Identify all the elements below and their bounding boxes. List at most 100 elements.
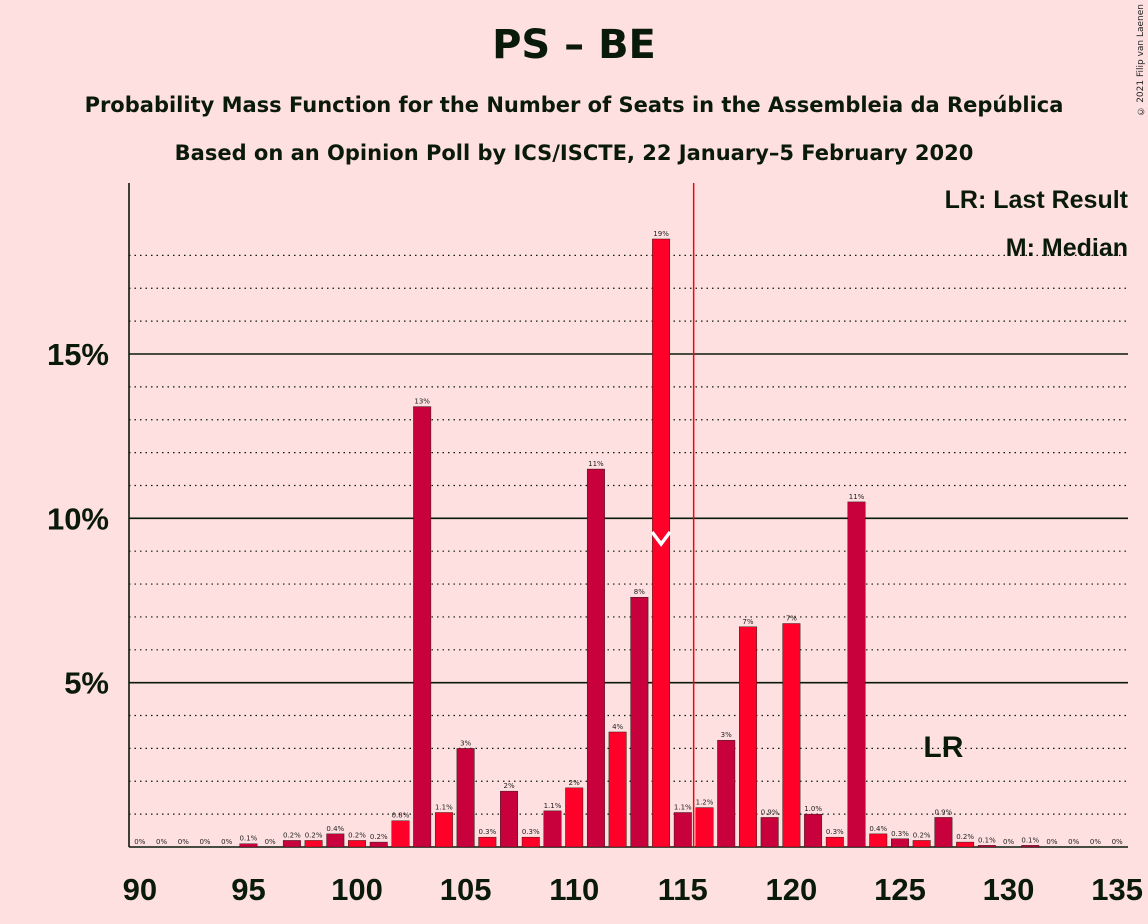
legend-median: M: Median — [1005, 234, 1128, 262]
bar-118 — [738, 626, 757, 848]
bar-103 — [413, 406, 432, 848]
bar-98 — [304, 840, 323, 848]
bar-117 — [717, 739, 736, 848]
bar-121 — [804, 813, 823, 848]
legend-last-result: LR: Last Result — [944, 186, 1128, 214]
data-label: 0.1% — [978, 836, 996, 844]
data-label: 13% — [414, 398, 430, 406]
x-tick-label: 100 — [331, 872, 383, 907]
data-label: 11% — [849, 493, 865, 501]
data-label: 0.4% — [869, 825, 887, 833]
bar-131 — [1021, 845, 1040, 848]
data-label: 0.3% — [522, 828, 540, 836]
data-label: 1.1% — [544, 802, 562, 810]
data-label: 0% — [1112, 838, 1123, 846]
bar-108 — [521, 836, 540, 848]
bar-106 — [478, 836, 497, 848]
bar-112 — [608, 731, 627, 848]
bar-122 — [825, 836, 844, 848]
data-label: 0.3% — [478, 828, 496, 836]
x-tick-label: 95 — [231, 872, 265, 907]
data-label: 0.2% — [913, 831, 931, 839]
data-label: 19% — [653, 230, 669, 238]
bar-102 — [391, 820, 410, 848]
x-tick-label: 115 — [658, 872, 708, 907]
last-result-label: LR — [923, 731, 963, 764]
data-label: 0% — [1046, 838, 1057, 846]
data-label: 0.1% — [240, 835, 258, 843]
data-label: 2% — [569, 779, 580, 787]
x-tick-label: 135 — [1091, 872, 1143, 907]
data-label: 0% — [156, 838, 167, 846]
bar-109 — [543, 810, 562, 848]
x-tick-label: 110 — [549, 872, 599, 907]
data-label: 0% — [1090, 838, 1101, 846]
chart-subtitle: Probability Mass Function for the Number… — [84, 93, 1064, 117]
bar-100 — [348, 840, 366, 848]
bar-125 — [891, 838, 909, 848]
data-label: 0.2% — [370, 833, 388, 841]
data-label: 1.1% — [435, 803, 453, 811]
bar-127 — [934, 817, 953, 848]
data-label: 0% — [1003, 838, 1014, 846]
bar-111 — [586, 468, 605, 848]
data-label: 1.1% — [674, 803, 692, 811]
bar-105 — [456, 748, 475, 848]
x-tick-label: 105 — [440, 872, 492, 907]
data-label: 0.9% — [761, 808, 779, 816]
data-label: 7% — [786, 615, 797, 623]
data-label: 0.1% — [1021, 836, 1039, 844]
data-label: 1.2% — [696, 799, 714, 807]
bar-126 — [912, 840, 931, 848]
data-label: 0.8% — [392, 812, 410, 820]
data-label: 3% — [721, 731, 732, 739]
bar-128 — [956, 841, 975, 848]
data-label: 0.4% — [326, 825, 344, 833]
data-label: 11% — [588, 460, 604, 468]
data-label: 7% — [742, 618, 753, 626]
x-tick-label: 130 — [983, 872, 1035, 907]
median-marker — [650, 530, 672, 547]
data-label: 0% — [199, 838, 210, 846]
bar-104 — [434, 812, 453, 848]
bar-129 — [977, 845, 996, 848]
data-label: 0.2% — [305, 831, 323, 839]
bar-107 — [500, 790, 519, 848]
data-label: 0% — [221, 838, 232, 846]
bar-123 — [847, 501, 866, 848]
y-tick-label: 5% — [64, 666, 109, 701]
bar-95 — [239, 843, 258, 848]
chart-subtitle-source: Based on an Opinion Poll by ICS/ISCTE, 2… — [174, 141, 974, 165]
data-label: 0.9% — [935, 808, 953, 816]
x-tick-label: 120 — [766, 872, 818, 907]
bar-99 — [326, 833, 345, 848]
data-label: 0.2% — [956, 833, 974, 841]
bar-120 — [782, 623, 801, 848]
x-tick-label: 125 — [874, 872, 926, 907]
data-label: 8% — [634, 588, 645, 596]
data-label: 2% — [503, 782, 514, 790]
bar-119 — [760, 817, 779, 848]
bar-110 — [565, 787, 584, 848]
bar-97 — [282, 840, 301, 848]
data-label: 0% — [1068, 838, 1079, 846]
y-tick-label: 10% — [47, 501, 109, 536]
bar-115 — [673, 812, 692, 848]
data-label: 0% — [178, 838, 189, 846]
bar-101 — [369, 841, 388, 848]
bar-124 — [869, 833, 888, 848]
bar-113 — [630, 597, 649, 848]
data-label: 0.2% — [348, 831, 366, 839]
data-label: 0.3% — [891, 830, 909, 838]
chart-title: PS – BE — [492, 22, 656, 68]
data-label: 1.0% — [804, 805, 822, 813]
data-label: 0.2% — [283, 831, 301, 839]
data-label: 4% — [612, 723, 623, 731]
data-label: 0.3% — [826, 828, 844, 836]
data-label: 0% — [265, 838, 276, 846]
x-tick-label: 90 — [123, 872, 157, 907]
y-tick-label: 15% — [47, 337, 109, 372]
data-label: 3% — [460, 739, 471, 747]
bar-116 — [695, 807, 714, 848]
